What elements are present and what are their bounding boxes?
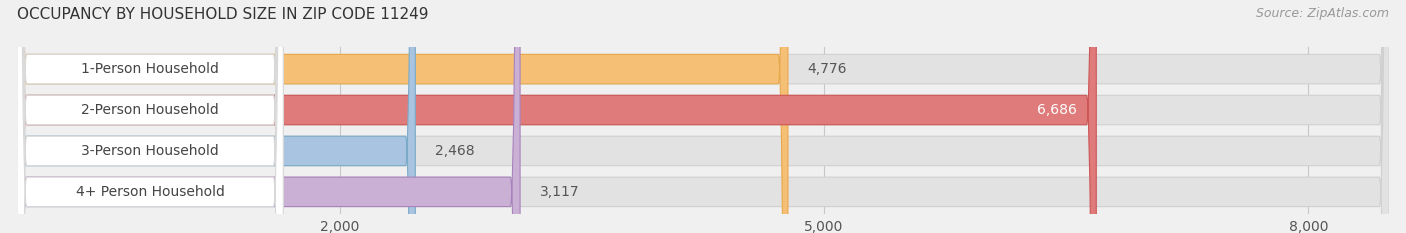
Text: 1-Person Household: 1-Person Household bbox=[82, 62, 219, 76]
FancyBboxPatch shape bbox=[17, 0, 283, 233]
FancyBboxPatch shape bbox=[17, 0, 283, 233]
Text: 4,776: 4,776 bbox=[807, 62, 846, 76]
FancyBboxPatch shape bbox=[17, 0, 1389, 233]
Text: OCCUPANCY BY HOUSEHOLD SIZE IN ZIP CODE 11249: OCCUPANCY BY HOUSEHOLD SIZE IN ZIP CODE … bbox=[17, 7, 429, 22]
FancyBboxPatch shape bbox=[17, 0, 787, 233]
Text: 2-Person Household: 2-Person Household bbox=[82, 103, 219, 117]
FancyBboxPatch shape bbox=[17, 0, 1389, 233]
Text: 2,468: 2,468 bbox=[434, 144, 474, 158]
Text: 4+ Person Household: 4+ Person Household bbox=[76, 185, 225, 199]
Text: 6,686: 6,686 bbox=[1038, 103, 1077, 117]
Text: 3,117: 3,117 bbox=[540, 185, 579, 199]
FancyBboxPatch shape bbox=[17, 0, 1097, 233]
FancyBboxPatch shape bbox=[17, 0, 1389, 233]
Text: Source: ZipAtlas.com: Source: ZipAtlas.com bbox=[1256, 7, 1389, 20]
FancyBboxPatch shape bbox=[17, 0, 1389, 233]
FancyBboxPatch shape bbox=[17, 0, 415, 233]
FancyBboxPatch shape bbox=[17, 0, 283, 233]
Text: 3-Person Household: 3-Person Household bbox=[82, 144, 219, 158]
FancyBboxPatch shape bbox=[17, 0, 283, 233]
FancyBboxPatch shape bbox=[17, 0, 520, 233]
